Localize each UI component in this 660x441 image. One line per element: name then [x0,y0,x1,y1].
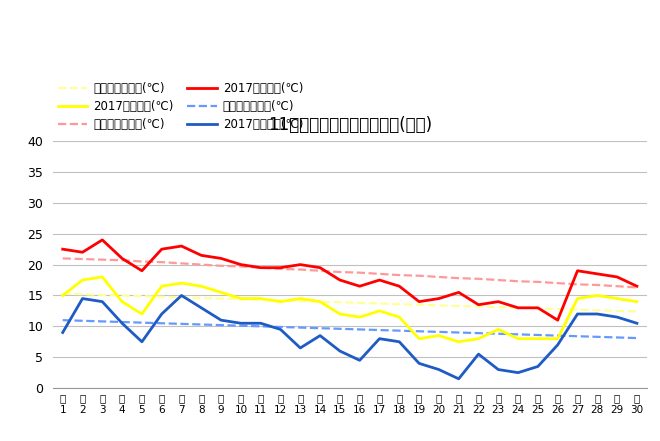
Legend: 平均気温平年値(℃), 2017平均気温(℃), 最高気温平年値(℃), 2017最高気温(℃), 最低気温平年値(℃), 2017最低気温(℃): 平均気温平年値(℃), 2017平均気温(℃), 最高気温平年値(℃), 201… [53,77,308,136]
Title: 11月最高・最低・平均気温(日別): 11月最高・最低・平均気温(日別) [268,116,432,134]
